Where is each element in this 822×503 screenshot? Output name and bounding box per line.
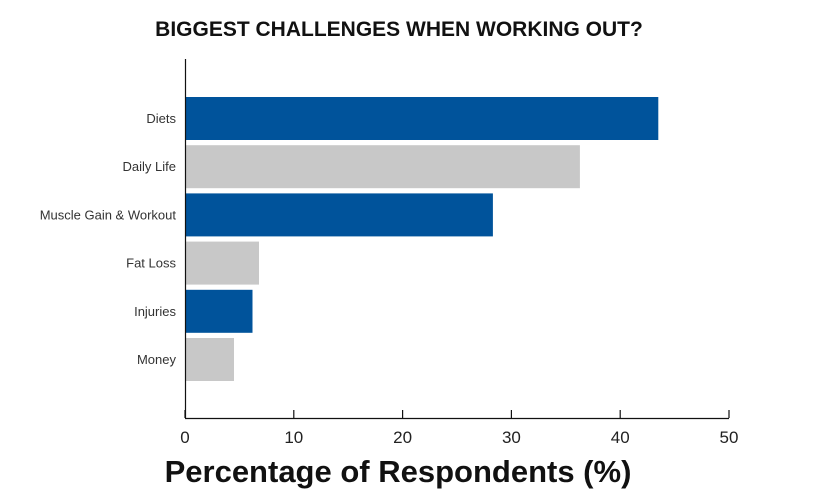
category-label: Daily Life	[123, 159, 176, 174]
x-tick-label: 0	[180, 428, 189, 447]
category-label: Diets	[146, 111, 176, 126]
bar-fat-loss	[185, 241, 259, 285]
x-tick-label: 50	[720, 428, 739, 447]
x-tick-label: 40	[611, 428, 630, 447]
category-label: Fat Loss	[126, 256, 176, 271]
x-tick-label: 10	[284, 428, 303, 447]
category-label: Muscle Gain & Workout	[40, 207, 177, 222]
x-axis-ticks: 0 10 20 30 40 50	[180, 410, 738, 447]
x-tick-label: 20	[393, 428, 412, 447]
bar-injuries	[185, 289, 253, 333]
bars-group	[185, 97, 659, 381]
x-axis-title: Percentage of Respondents (%)	[165, 454, 632, 489]
category-label: Injuries	[134, 304, 176, 319]
bar-daily-life	[185, 145, 580, 189]
bar-muscle-gain-workout	[185, 193, 493, 237]
category-label: Money	[137, 352, 177, 367]
x-tick-label: 30	[502, 428, 521, 447]
bar-money	[185, 338, 234, 381]
chart-title: BIGGEST CHALLENGES WHEN WORKING OUT?	[155, 18, 643, 41]
bar-diets	[185, 97, 659, 140]
category-labels: Diets Daily Life Muscle Gain & Workout Fat …	[40, 111, 177, 367]
